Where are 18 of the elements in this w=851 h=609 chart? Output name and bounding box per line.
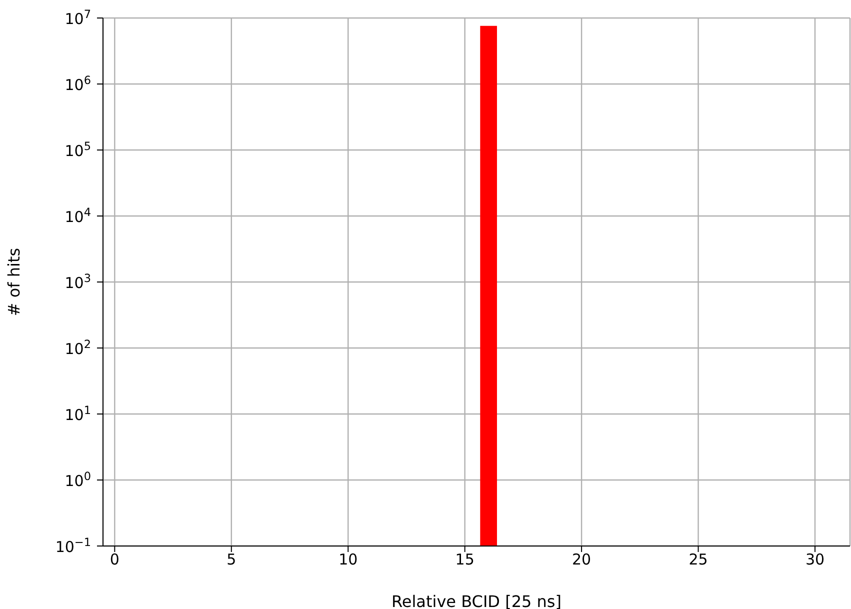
y-tick-label: 10$^{6}$ — [64, 74, 91, 94]
y-tick-label: 10$^{−1}$ — [55, 536, 91, 556]
x-tick-label: 15 — [455, 550, 474, 569]
y-tick-label: 10$^{0}$ — [64, 470, 91, 490]
y-tick-label: 10$^{1}$ — [64, 404, 91, 424]
y-tick-label: 10$^{4}$ — [64, 206, 91, 226]
y-tick-label: 10$^{2}$ — [64, 338, 91, 358]
y-tick-label: 10$^{5}$ — [64, 140, 91, 160]
x-tick-label: 5 — [226, 550, 236, 569]
x-tick-label: 0 — [110, 550, 120, 569]
y-tick-label: 10$^{7}$ — [64, 8, 91, 28]
y-tick-label: 10$^{3}$ — [64, 272, 91, 292]
x-tick-label: 10 — [338, 550, 358, 569]
x-tick-label: 30 — [805, 550, 825, 569]
y-axis-title: # of hits — [4, 248, 24, 316]
x-axis-title: Relative BCID [25 ns] — [391, 592, 562, 609]
x-tick-label: 20 — [572, 550, 592, 569]
x-tick-label: 25 — [688, 550, 708, 569]
